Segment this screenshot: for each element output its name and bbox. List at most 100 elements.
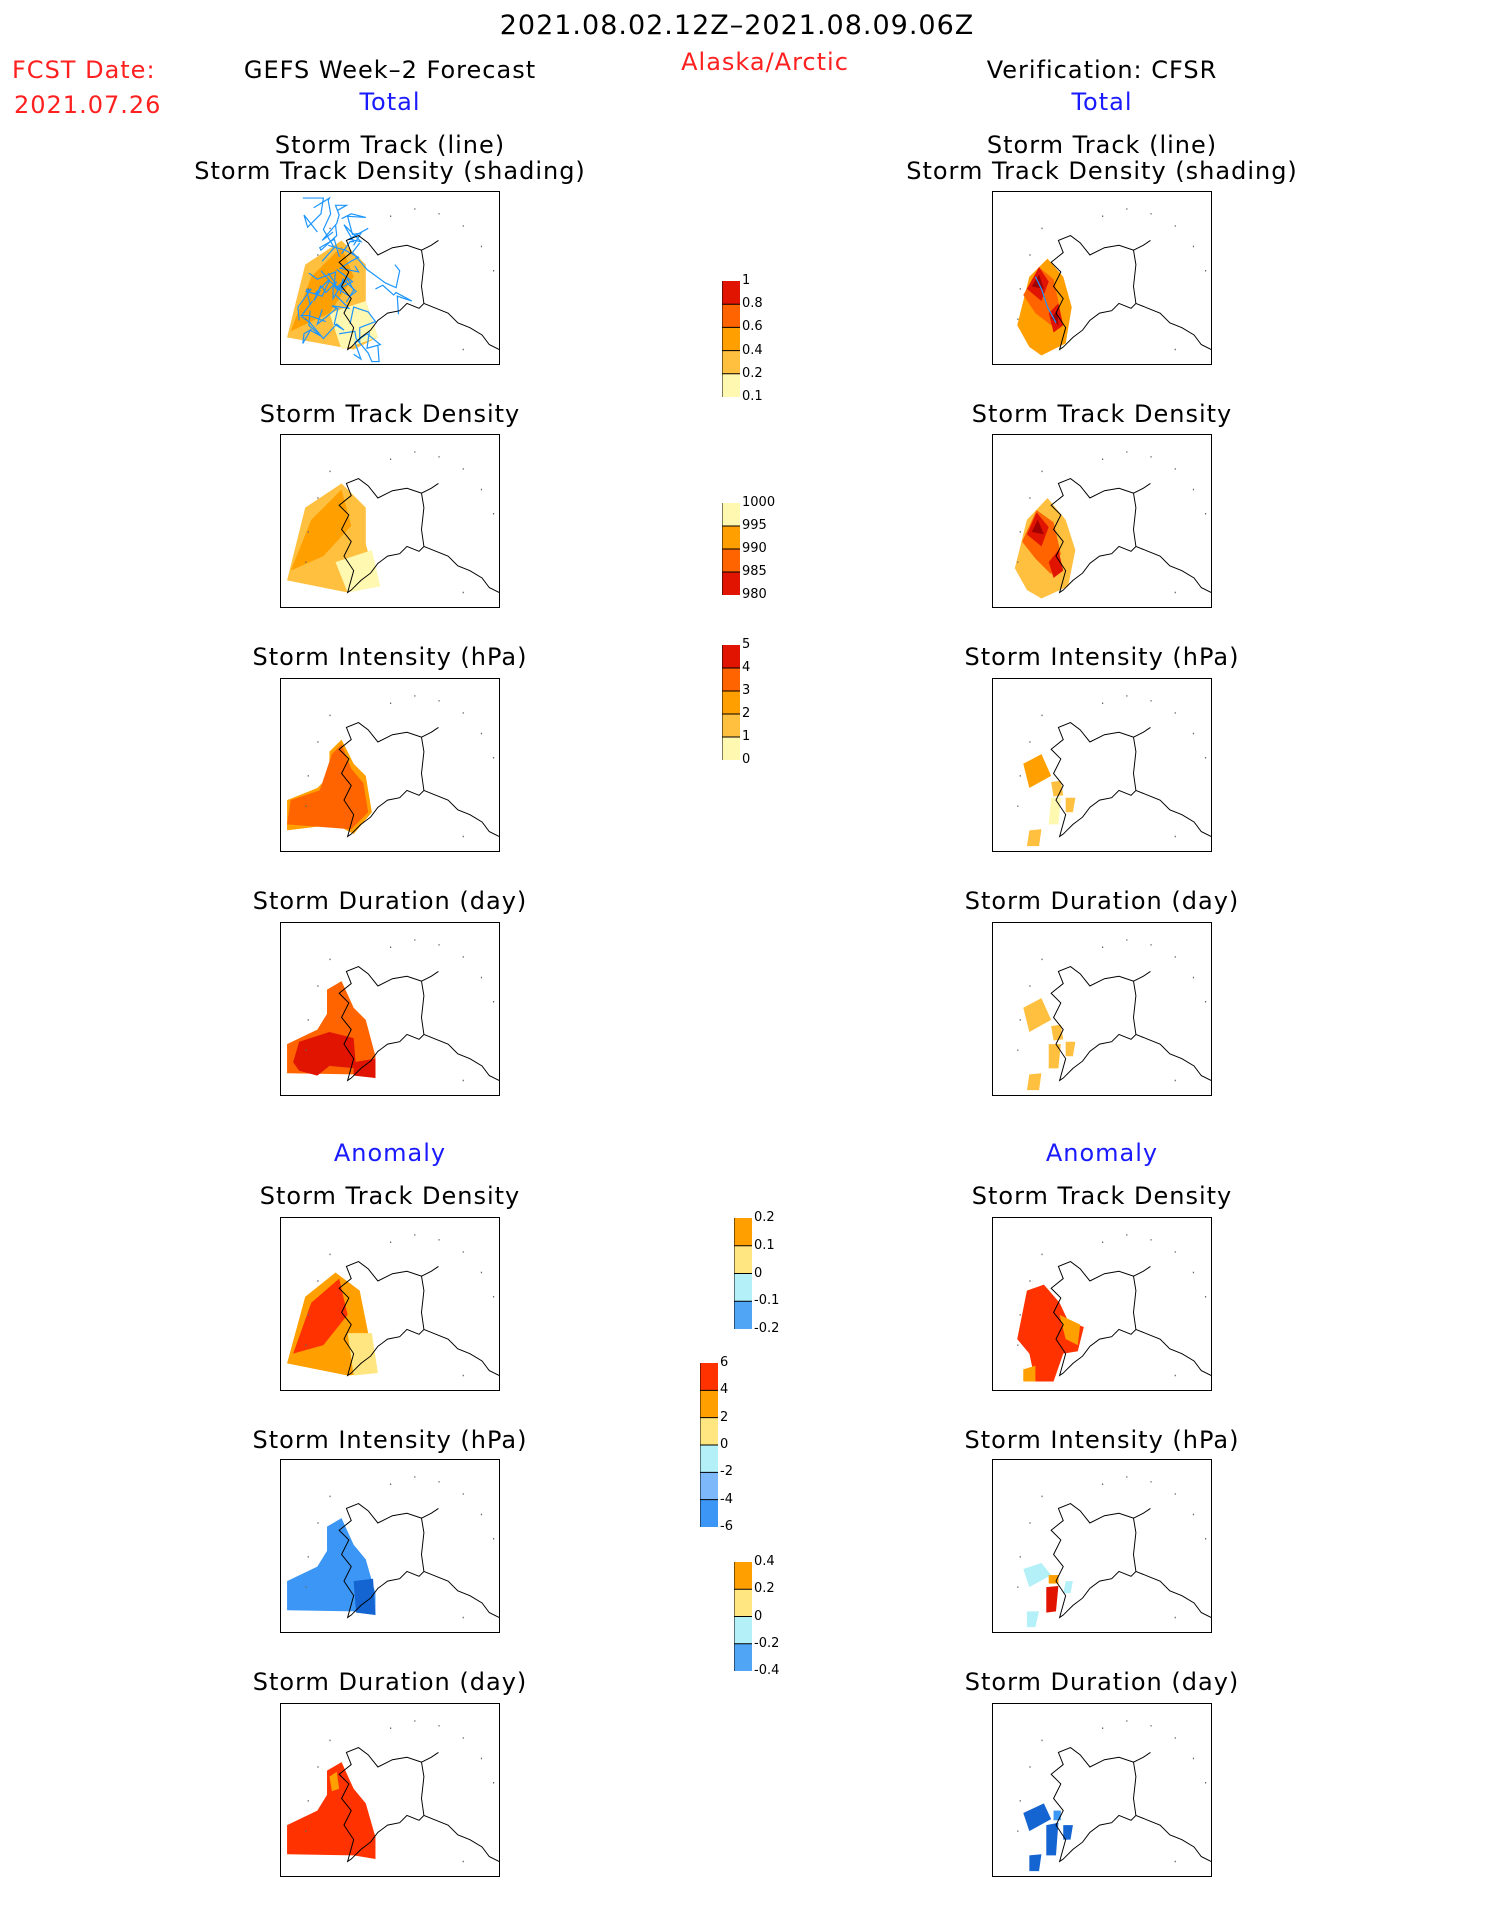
colorbar-bin (722, 572, 740, 595)
shading-region (1031, 274, 1059, 326)
storm-track-line (339, 330, 380, 363)
verification-panel-title: Storm Intensity (hPa) (964, 643, 1240, 671)
forecast-map-6 (280, 1459, 500, 1633)
coastline (1050, 1503, 1211, 1619)
forecast-panel-title: Storm Intensity (hPa) (252, 643, 528, 671)
shading-region (1048, 797, 1061, 825)
graticule-dots (1017, 1476, 1207, 1619)
coastline (338, 966, 499, 1082)
colorbar-anom-duration (734, 1562, 752, 1671)
storm-track-line (321, 204, 349, 241)
forecast-map-3 (280, 678, 500, 852)
storm-track-line (302, 310, 322, 344)
verification-panel-title: Storm Track (line) (986, 131, 1218, 159)
colorbar-tick-label: 0 (720, 1437, 729, 1452)
colorbar-tick-label: 2 (720, 1409, 729, 1425)
colorbar-bin (722, 691, 740, 715)
figure-title: 2021.08.02.12Z–2021.08.09.06Z (499, 10, 975, 41)
coastline (1050, 1261, 1211, 1377)
graticule-dots (1017, 1720, 1207, 1863)
verification-panel-title: Anomaly (1045, 1139, 1159, 1167)
colorbar-tick-label: 995 (742, 518, 767, 533)
verification-map-5 (992, 1217, 1212, 1391)
forecast-panel-title: Storm Track Density (259, 1182, 521, 1210)
verification-panel-title: Storm Track Density (shading) (906, 157, 1298, 185)
shading-region (290, 246, 354, 332)
forecast-panel-title: Storm Track Density (259, 400, 521, 428)
graticule-dots (305, 1476, 495, 1619)
verification-map-3 (992, 678, 1212, 852)
shading-region (1031, 519, 1044, 535)
colorbar-bin (734, 1643, 752, 1671)
colorbar-tick-label: 0.2 (754, 1581, 775, 1597)
shading-region (329, 1771, 340, 1792)
verification-map-6 (992, 1459, 1212, 1633)
shading-region (1017, 1284, 1084, 1382)
left-total-label: Total (359, 88, 421, 116)
colorbar-bin (734, 1273, 752, 1302)
colorbar-bin (722, 549, 740, 573)
shading-region (1023, 1314, 1081, 1382)
colorbar-bin (700, 1499, 718, 1527)
colorbar-tick-label: 980 (742, 587, 767, 602)
fcst-date: 2021.07.26 (14, 91, 162, 119)
forecast-panel-title: Storm Intensity (hPa) (252, 1426, 528, 1454)
colorbar-tick-label: 990 (742, 541, 767, 556)
right-total-label: Total (1071, 88, 1133, 116)
left-column-title: GEFS Week–2 Forecast (243, 56, 537, 84)
coastline (338, 1503, 499, 1619)
storm-track-line (308, 271, 337, 285)
colorbar-anom-intensity (700, 1363, 718, 1527)
colorbar-bin (700, 1417, 718, 1446)
shading-region (1026, 780, 1076, 847)
storm-track-line (351, 242, 401, 289)
colorbar-bin (722, 327, 740, 352)
colorbar-tick-label: 0 (742, 752, 751, 767)
colorbar-tick-label: 4 (742, 660, 751, 675)
storm-track-line (349, 306, 377, 343)
colorbar-tick-label: 0.2 (754, 1210, 775, 1225)
storm-track-line (318, 224, 341, 257)
colorbar-bin (722, 645, 740, 669)
colorbar-bin (734, 1245, 752, 1274)
storm-track-line (316, 294, 351, 326)
graticule-dots (305, 695, 495, 838)
storm-track-line (353, 331, 382, 361)
coastline (338, 478, 499, 594)
colorbar-bin (734, 1616, 752, 1645)
verification-panel-title: Storm Intensity (hPa) (964, 1426, 1240, 1454)
verification-map-2 (992, 434, 1212, 608)
forecast-map-4 (280, 922, 500, 1096)
forecast-panel-title: Storm Duration (day) (252, 1668, 528, 1696)
colorbar-tick-label: -6 (720, 1519, 733, 1534)
storm-track-line (375, 284, 413, 315)
graticule-dots (1017, 939, 1207, 1082)
shading-region (1023, 998, 1076, 1091)
colorbar-bin (700, 1390, 718, 1419)
colorbar-bin (722, 714, 740, 738)
graticule-dots (305, 451, 495, 594)
storm-track-line (313, 279, 341, 302)
forecast-map-7 (280, 1703, 500, 1877)
colorbar-bin (722, 373, 740, 397)
colorbar-bin (734, 1301, 752, 1329)
colorbar-tick-label: 4 (720, 1382, 729, 1398)
coastline (338, 722, 499, 838)
forecast-map-2 (280, 434, 500, 608)
verification-map-1 (992, 191, 1212, 365)
colorbar-bin (722, 526, 740, 550)
colorbar-bin (722, 350, 740, 375)
shading-region (1053, 1810, 1061, 1821)
colorbar-tick-label: 0.4 (742, 342, 763, 358)
colorbar-bin (722, 668, 740, 692)
graticule-dots (305, 939, 495, 1082)
colorbar-anom-density (734, 1218, 752, 1329)
coastline (1050, 235, 1211, 351)
coastline (1050, 478, 1211, 594)
colorbar-duration (722, 645, 740, 760)
shading-region (293, 1032, 376, 1079)
colorbar-bin (722, 737, 740, 760)
colorbar-tick-label: 1 (742, 273, 751, 288)
forecast-panel-title: Storm Track (line) (274, 131, 506, 159)
colorbar-tick-label: -0.2 (754, 1321, 780, 1336)
